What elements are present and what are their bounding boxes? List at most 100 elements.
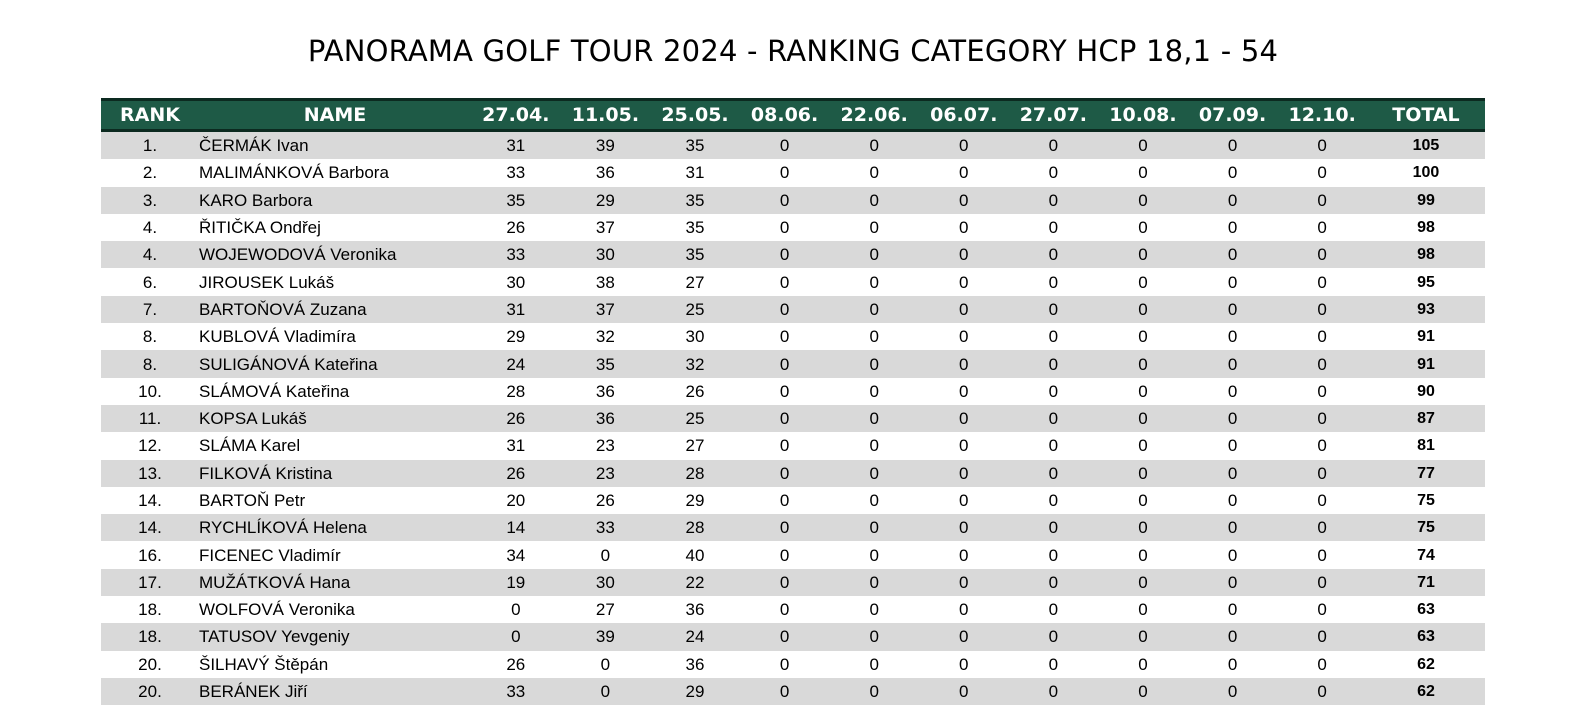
total-cell: 62 xyxy=(1366,677,1485,706)
score-cell: 0 xyxy=(1098,432,1188,460)
score-cell: 0 xyxy=(1098,514,1188,542)
score-cell: 0 xyxy=(1098,404,1188,433)
score-cell: 0 xyxy=(471,623,561,651)
total-cell: 90 xyxy=(1366,377,1485,405)
name-cell: SLÁMA Karel xyxy=(199,432,471,460)
score-cell: 26 xyxy=(471,213,561,242)
rank-cell: 3. xyxy=(101,186,199,214)
table-row: 7. BARTOŇOVÁ Zuzana 31 37 25 0 0 0 0 0 0 0 93 xyxy=(101,295,1485,324)
score-cell: 0 xyxy=(1277,568,1367,597)
score-cell: 0 xyxy=(918,130,1009,160)
rank-cell: 12. xyxy=(101,432,199,460)
rank-cell: 4. xyxy=(101,241,199,269)
name-cell: KARO Barbora xyxy=(199,186,471,214)
score-cell: 36 xyxy=(650,650,740,678)
score-cell: 0 xyxy=(1008,459,1099,487)
table-row: 14. BARTOŇ Petr 20 26 29 0 0 0 0 0 0 0 75 xyxy=(101,486,1485,515)
table-row: 2. MALIMÁNKOVÁ Barbora 33 36 31 0 0 0 0 0 0 0 100 xyxy=(101,159,1485,187)
score-cell: 0 xyxy=(1277,486,1367,515)
score-cell: 0 xyxy=(1277,295,1367,324)
total-cell: 87 xyxy=(1366,404,1485,433)
score-cell: 0 xyxy=(1277,459,1367,487)
score-cell: 0 xyxy=(1187,459,1278,487)
name-cell: MUŽÁTKOVÁ Hana xyxy=(199,568,471,597)
name-cell: TATUSOV Yevgeniy xyxy=(199,623,471,651)
name-cell: SLÁMOVÁ Kateřina xyxy=(199,377,471,405)
header-name: NAME xyxy=(199,98,471,132)
score-cell: 36 xyxy=(560,404,651,433)
score-cell: 0 xyxy=(1098,377,1188,405)
score-cell: 0 xyxy=(829,568,919,597)
table-row: 16. FICENEC Vladimír 34 0 40 0 0 0 0 0 0 0 74 xyxy=(101,541,1485,569)
score-cell: 0 xyxy=(1098,677,1188,706)
table-row: 3. KARO Barbora 35 29 35 0 0 0 0 0 0 0 99 xyxy=(101,186,1485,214)
rank-cell: 2. xyxy=(101,159,199,187)
score-cell: 0 xyxy=(829,514,919,542)
header-rank: RANK xyxy=(101,98,199,132)
name-cell: ČERMÁK Ivan xyxy=(199,130,471,160)
score-cell: 0 xyxy=(1187,486,1278,515)
score-cell: 25 xyxy=(650,295,740,324)
name-cell: SULIGÁNOVÁ Kateřina xyxy=(199,350,471,378)
score-cell: 0 xyxy=(918,159,1009,187)
score-cell: 23 xyxy=(560,459,651,487)
score-cell: 26 xyxy=(471,404,561,433)
score-cell: 0 xyxy=(739,568,830,597)
table-row: 4. ŘITIČKA Ondřej 26 37 35 0 0 0 0 0 0 0 98 xyxy=(101,213,1485,242)
rank-cell: 7. xyxy=(101,295,199,324)
name-cell: JIROUSEK Lukáš xyxy=(199,268,471,296)
table-row: 18. WOLFOVÁ Veronika 0 27 36 0 0 0 0 0 0 0 63 xyxy=(101,596,1485,624)
score-cell: 30 xyxy=(560,568,651,597)
score-cell: 0 xyxy=(829,623,919,651)
score-cell: 0 xyxy=(829,650,919,678)
score-cell: 0 xyxy=(1008,486,1099,515)
total-cell: 63 xyxy=(1366,596,1485,624)
name-cell: WOJEWODOVÁ Veronika xyxy=(199,241,471,269)
score-cell: 0 xyxy=(1187,568,1278,597)
header-round: 22.06. xyxy=(829,98,919,132)
total-cell: 93 xyxy=(1366,295,1485,324)
score-cell: 36 xyxy=(650,596,740,624)
name-cell: BARTOŇ Petr xyxy=(199,486,471,515)
table-row: 6. JIROUSEK Lukáš 30 38 27 0 0 0 0 0 0 0 95 xyxy=(101,268,1485,296)
score-cell: 39 xyxy=(560,623,651,651)
score-cell: 0 xyxy=(1008,268,1099,296)
name-cell: MALIMÁNKOVÁ Barbora xyxy=(199,159,471,187)
name-cell: WOLFOVÁ Veronika xyxy=(199,596,471,624)
score-cell: 0 xyxy=(1187,241,1278,269)
score-cell: 25 xyxy=(650,404,740,433)
total-cell: 98 xyxy=(1366,213,1485,242)
total-cell: 75 xyxy=(1366,486,1485,515)
name-cell: BARTOŇOVÁ Zuzana xyxy=(199,295,471,324)
score-cell: 14 xyxy=(471,514,561,542)
rank-cell: 20. xyxy=(101,650,199,678)
score-cell: 0 xyxy=(1277,323,1367,351)
score-cell: 23 xyxy=(560,432,651,460)
score-cell: 0 xyxy=(739,241,830,269)
total-cell: 91 xyxy=(1366,350,1485,378)
score-cell: 40 xyxy=(650,541,740,569)
score-cell: 35 xyxy=(650,241,740,269)
rank-cell: 10. xyxy=(101,377,199,405)
total-cell: 91 xyxy=(1366,323,1485,351)
name-cell: ŘITIČKA Ondřej xyxy=(199,213,471,242)
score-cell: 0 xyxy=(1187,677,1278,706)
score-cell: 0 xyxy=(560,541,651,569)
table-row: 17. MUŽÁTKOVÁ Hana 19 30 22 0 0 0 0 0 0 0 71 xyxy=(101,568,1485,597)
score-cell: 31 xyxy=(471,130,561,160)
rank-cell: 13. xyxy=(101,459,199,487)
score-cell: 0 xyxy=(918,568,1009,597)
header-round: 27.04. xyxy=(471,98,561,132)
score-cell: 24 xyxy=(471,350,561,378)
score-cell: 26 xyxy=(471,650,561,678)
score-cell: 0 xyxy=(1098,541,1188,569)
score-cell: 0 xyxy=(1187,130,1278,160)
score-cell: 35 xyxy=(560,350,651,378)
score-cell: 0 xyxy=(829,241,919,269)
total-cell: 62 xyxy=(1366,650,1485,678)
header-round: 06.07. xyxy=(918,98,1009,132)
score-cell: 26 xyxy=(650,377,740,405)
score-cell: 31 xyxy=(471,295,561,324)
name-cell: RYCHLÍKOVÁ Helena xyxy=(199,514,471,542)
rank-cell: 20. xyxy=(101,677,199,706)
